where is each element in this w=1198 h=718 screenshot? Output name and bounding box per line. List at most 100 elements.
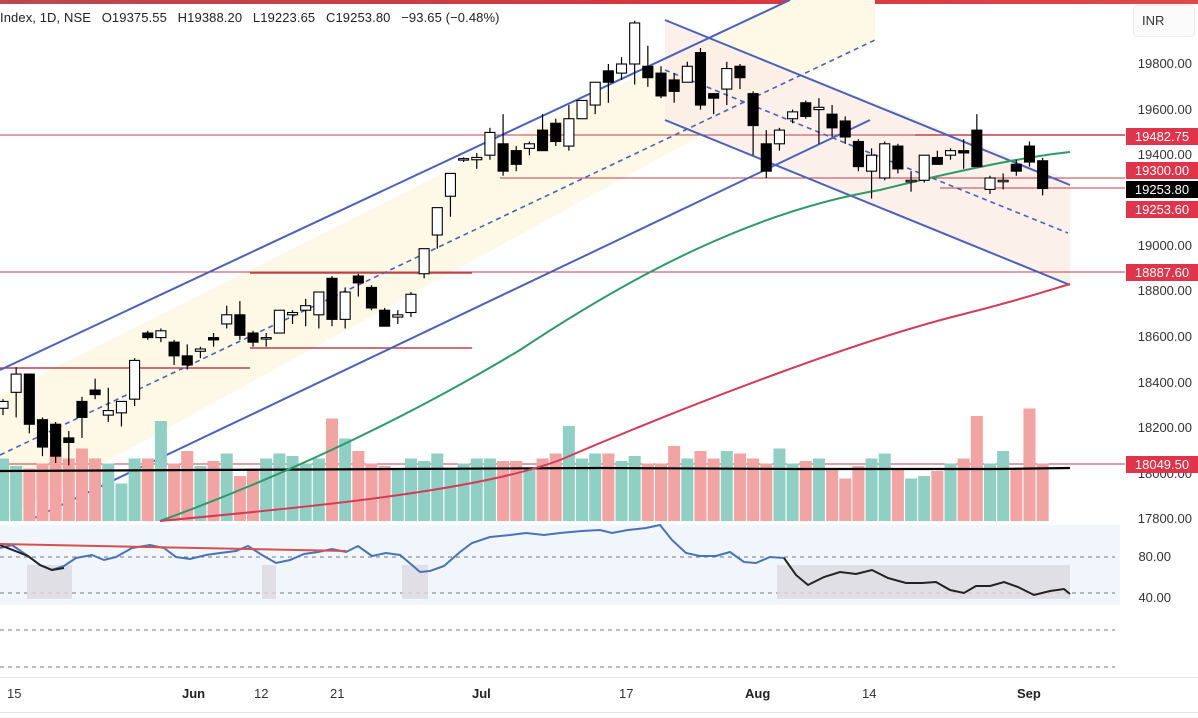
volume-bar (404, 458, 417, 521)
volume-bar (852, 466, 865, 521)
candle-up (563, 118, 575, 147)
candle-up (273, 309, 285, 334)
candle-down (1023, 145, 1036, 163)
time-axis-label: Aug (745, 686, 771, 701)
descending-channel-lower (664, 119, 1071, 286)
candle-up (221, 314, 233, 325)
candle-down (550, 122, 562, 143)
candle-up (629, 22, 641, 65)
volume-bar (0, 458, 9, 521)
volume-bar (536, 458, 549, 521)
volume-bar (207, 461, 220, 521)
symbol-name: Index, 1D, NSE (0, 10, 91, 25)
volume-bar (75, 448, 88, 521)
rsi-oversold-segment (0, 544, 65, 572)
volume-bar (839, 478, 852, 521)
candle-down (892, 145, 904, 170)
rsi-line (0, 523, 785, 574)
volume-bar (273, 453, 286, 521)
descending-channel-mid (664, 69, 1069, 234)
volume-bar (826, 468, 839, 521)
volume-ma-line (0, 466, 1071, 473)
volume-bar (878, 453, 891, 521)
candle-down (734, 65, 746, 79)
volume-bar (299, 463, 312, 521)
candle-down (1010, 163, 1022, 172)
volume-bar (1023, 408, 1036, 521)
time-axis[interactable] (0, 677, 1198, 713)
volume-bar (102, 463, 115, 521)
candle-up (260, 337, 272, 340)
volume-bar (576, 458, 589, 521)
volume-bar (891, 468, 904, 521)
candle-up (339, 291, 351, 320)
price-axis-label: 19000.00 (1137, 238, 1192, 253)
candle-down (168, 341, 180, 357)
candle-up (879, 143, 891, 179)
volume-bar (497, 461, 510, 521)
time-axis-label: 21 (330, 686, 345, 701)
candle-down (931, 156, 943, 165)
candle-up (918, 154, 930, 181)
price-axis-label: 19400.00 (1137, 147, 1192, 162)
volume-bar (562, 426, 575, 521)
candle-down (181, 355, 193, 366)
ohlc-open: O19375.55 (101, 10, 167, 25)
candle-up (997, 179, 1009, 183)
time-axis-label: 17 (619, 686, 634, 701)
currency-button[interactable]: INR (1133, 5, 1195, 37)
candle-up (10, 373, 22, 393)
symbol-legend: Index, 1D, NSE O19375.55 H19388.20 L1922… (0, 10, 507, 25)
volume-bar (260, 458, 273, 521)
rsi-divergence-line (0, 543, 347, 552)
price-tag: 18887.60 (1126, 264, 1198, 281)
price-tag: 19300.00 (1126, 162, 1198, 179)
ascending-channel-lower (29, 119, 871, 521)
rsi-oversold-shade (27, 565, 72, 599)
volume-bar (615, 461, 628, 521)
volume-bar (720, 451, 733, 521)
candle-down (352, 275, 364, 284)
volume-bar (181, 451, 194, 521)
candle-up (458, 158, 470, 161)
candle-down (76, 400, 88, 418)
candle-up (444, 172, 456, 197)
volume-bar (312, 458, 325, 521)
rsi-dark-segment (783, 557, 1071, 597)
candle-down (50, 423, 62, 457)
rsi-axis-label: 40.00 (1138, 590, 1171, 605)
ascending-channel-upper (0, 0, 791, 371)
candle-down (89, 389, 101, 396)
candle-down (36, 419, 49, 448)
candle-up (813, 106, 825, 111)
candle-down (63, 437, 75, 444)
volume-bar (549, 453, 562, 521)
price-axis-label: 19600.00 (1137, 102, 1192, 117)
candle-up (0, 400, 9, 409)
candle-down (839, 120, 851, 138)
candle-down (852, 140, 864, 168)
time-axis-label: Jul (472, 686, 491, 701)
volume-bar (286, 456, 299, 521)
volume-bar (747, 458, 760, 521)
volume-bar (694, 451, 707, 521)
volume-bar (62, 458, 75, 521)
volume-bar (194, 466, 207, 521)
candle-down (826, 113, 838, 129)
volume-bar (918, 476, 931, 521)
sma-red-line (159, 283, 1071, 522)
time-axis-label: 12 (254, 686, 269, 701)
time-axis-label: Jun (182, 686, 206, 701)
time-axis-label: 14 (862, 686, 877, 701)
candle-up (155, 330, 167, 339)
candle-up (484, 131, 496, 156)
price-axis-label: 18200.00 (1137, 420, 1192, 435)
volume-bar (1010, 468, 1023, 521)
rsi-oversold-shade (402, 565, 428, 599)
candle-up (721, 68, 733, 90)
candle-down (694, 52, 707, 106)
time-axis-label: 15 (7, 686, 22, 701)
candle-up (787, 111, 799, 120)
price-tag: 18049.50 (1126, 456, 1198, 473)
